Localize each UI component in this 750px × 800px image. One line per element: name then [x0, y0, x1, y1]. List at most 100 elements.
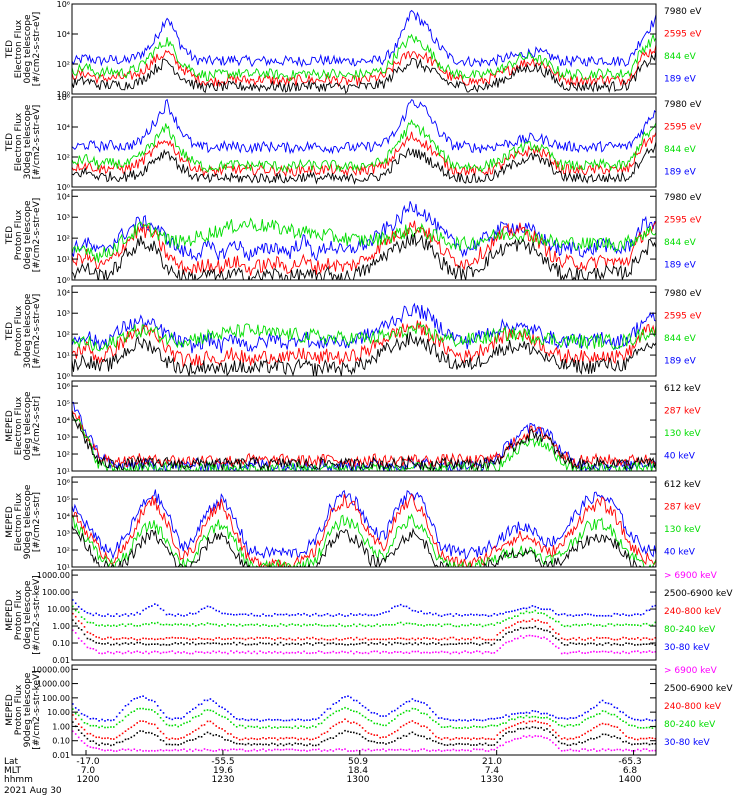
data-point-magenta [370, 749, 373, 752]
data-point-red [487, 737, 490, 740]
data-point-blue [543, 712, 545, 715]
data-point-black [241, 743, 244, 745]
data-point-black [323, 644, 326, 646]
data-point-magenta [499, 647, 501, 649]
data-point-blue [329, 614, 332, 617]
y-axis-label-line: [#/cm2-s-str-eV] [32, 294, 42, 369]
data-point-magenta [566, 652, 569, 655]
data-point-green [121, 719, 124, 722]
data-point-black [443, 744, 446, 746]
data-point-blue [642, 719, 645, 721]
data-point-magenta [519, 737, 522, 739]
data-point-red [645, 637, 648, 639]
data-point-magenta [543, 636, 545, 639]
data-point-green [227, 623, 229, 625]
data-point-red [197, 637, 200, 639]
data-point-black [487, 642, 490, 644]
y-axis-label-line: Electron Flux [14, 112, 24, 171]
data-point-magenta [481, 748, 484, 751]
data-point-red [607, 637, 610, 639]
data-point-green [531, 611, 534, 613]
data-point-blue [517, 712, 519, 715]
data-point-blue [426, 612, 428, 615]
data-point-green [634, 725, 636, 727]
data-point-red [347, 720, 349, 723]
data-point-green [610, 713, 613, 716]
data-point-magenta [593, 650, 595, 653]
data-point-magenta [279, 651, 282, 653]
y-axis-label-line: [#/cm2-s-str] [32, 492, 42, 552]
data-point-red [391, 638, 393, 640]
data-point-black [110, 643, 112, 646]
data-point-green [355, 710, 358, 713]
data-point-blue [212, 700, 215, 702]
data-point-magenta [77, 637, 80, 640]
data-point-red [654, 737, 656, 740]
data-point-red [435, 638, 437, 640]
data-point-red [645, 737, 648, 740]
data-point-red [376, 638, 378, 640]
data-point-red [604, 637, 607, 639]
data-point-magenta [584, 748, 586, 750]
data-point-green [83, 618, 86, 620]
data-point-magenta [271, 652, 273, 654]
data-point-blue [127, 615, 130, 617]
data-point-green [192, 623, 194, 625]
data-point-red [107, 636, 109, 639]
data-point-red [543, 722, 545, 725]
data-point-magenta [113, 652, 115, 655]
data-point-green [423, 625, 425, 627]
data-point-blue [294, 614, 297, 616]
data-point-black [326, 642, 329, 645]
x-row-label-mlt: MLT [4, 766, 22, 776]
data-point-red [282, 737, 285, 740]
data-point-blue [534, 710, 537, 713]
data-point-blue [350, 696, 352, 699]
data-point-green [569, 625, 572, 628]
data-point-black [177, 744, 179, 746]
data-point-magenta [399, 748, 402, 751]
data-point-green [80, 718, 83, 721]
data-point-red [376, 734, 378, 736]
data-point-red [566, 639, 569, 641]
data-point-magenta [449, 749, 452, 752]
data-point-red [572, 637, 575, 639]
data-point-green [440, 625, 443, 627]
data-point-black [572, 742, 575, 745]
data-point-red [323, 732, 326, 734]
data-point-green [385, 724, 387, 727]
data-point-green [215, 623, 217, 626]
data-point-red [104, 638, 106, 640]
data-point-green [557, 724, 560, 726]
data-point-blue [180, 717, 182, 720]
data-point-red [426, 637, 428, 639]
data-point-magenta [124, 651, 127, 654]
data-point-blue [92, 717, 95, 720]
data-point-blue [221, 612, 223, 615]
data-point-red [496, 734, 499, 736]
y-tick-label: 1000.00 [37, 680, 70, 689]
data-point-green [101, 624, 103, 626]
data-point-magenta [233, 651, 235, 654]
data-point-blue [443, 614, 446, 616]
legend-entry: 2595 eV [664, 123, 702, 133]
data-point-blue [300, 718, 302, 721]
data-point-blue [113, 719, 115, 721]
data-point-blue [92, 614, 95, 617]
data-point-magenta [505, 741, 507, 744]
data-point-green [581, 721, 583, 723]
data-point-black [215, 734, 217, 736]
data-point-red [230, 638, 232, 640]
data-point-blue [417, 611, 419, 613]
data-point-red [467, 638, 469, 640]
data-point-green [534, 609, 537, 612]
data-point-green [490, 724, 493, 727]
data-point-green [77, 611, 80, 614]
data-point-black [596, 736, 598, 739]
data-point-green [92, 622, 95, 624]
data-point-blue [203, 607, 206, 609]
data-point-blue [402, 605, 405, 608]
data-point-magenta [385, 750, 387, 752]
data-point-black [317, 743, 320, 746]
data-point-magenta [241, 748, 244, 751]
